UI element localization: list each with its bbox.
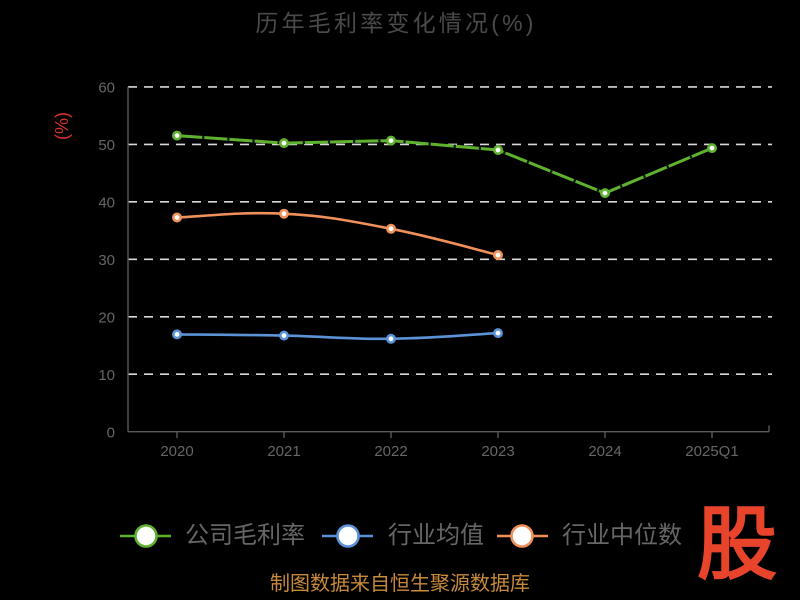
- svg-text:股: 股: [697, 500, 777, 589]
